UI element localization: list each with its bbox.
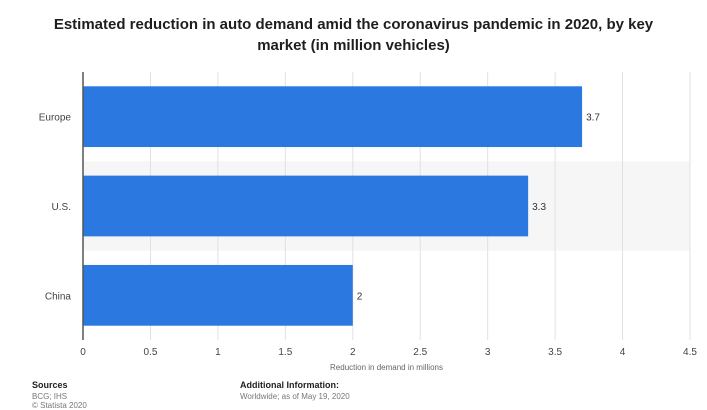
sources-text: BCG; IHS: [32, 392, 68, 401]
chart-title: Estimated reduction in auto demand amid …: [53, 16, 654, 54]
x-axis-title: Reduction in demand in millions: [330, 363, 443, 372]
x-tick-label: 0: [80, 347, 86, 358]
bar: [83, 175, 529, 237]
x-tick-label: 1.5: [278, 347, 292, 358]
value-label: 2: [357, 291, 363, 302]
additional-info-heading: Additional Information:: [240, 380, 339, 390]
x-tick-label: 2.5: [413, 347, 427, 358]
x-tick-label: 4.5: [683, 347, 697, 358]
additional-info-text: Worldwide; as of May 19, 2020: [240, 392, 350, 401]
value-label: 3.7: [586, 113, 600, 124]
x-tick-label: 2: [350, 347, 356, 358]
category-label: Europe: [39, 113, 72, 124]
x-tick-label: 0.5: [143, 347, 157, 358]
category-label: U.S.: [52, 202, 71, 213]
x-tick-label: 1: [215, 347, 221, 358]
x-tick-label: 3: [485, 347, 491, 358]
sources-heading: Sources: [32, 380, 68, 390]
value-label: 3.3: [532, 202, 546, 213]
bar-chart: Europe 3.7 U.S. 3.3 China 2 0 0.5 1 1.5 2 2.5 3 3.5 4 4…: [39, 72, 697, 372]
category-label: China: [45, 291, 72, 302]
bar: [83, 264, 353, 326]
bar: [83, 86, 583, 148]
x-tick-label: 4: [620, 347, 626, 358]
x-tick-label: 3.5: [548, 347, 562, 358]
